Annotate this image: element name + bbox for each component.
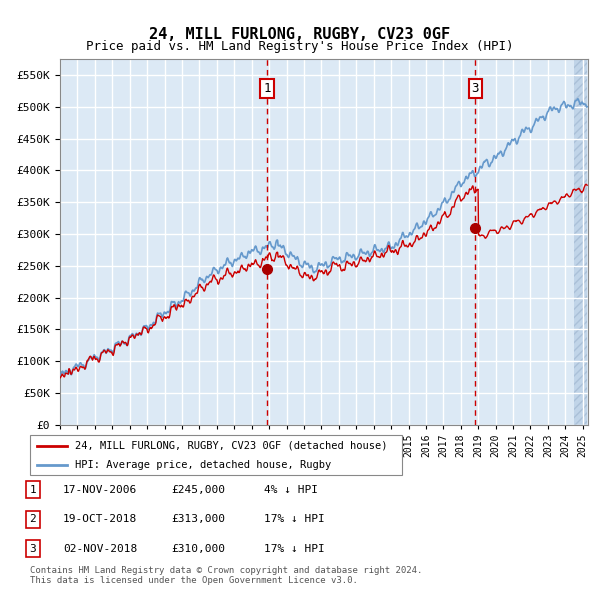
Text: 1: 1 [29, 485, 37, 494]
Text: £313,000: £313,000 [171, 514, 225, 524]
Text: 17% ↓ HPI: 17% ↓ HPI [264, 544, 325, 553]
Text: Contains HM Land Registry data © Crown copyright and database right 2024.
This d: Contains HM Land Registry data © Crown c… [30, 566, 422, 585]
Text: 02-NOV-2018: 02-NOV-2018 [63, 544, 137, 553]
Text: HPI: Average price, detached house, Rugby: HPI: Average price, detached house, Rugb… [74, 460, 331, 470]
Text: £310,000: £310,000 [171, 544, 225, 553]
Text: 4% ↓ HPI: 4% ↓ HPI [264, 485, 318, 494]
Text: 24, MILL FURLONG, RUGBY, CV23 0GF (detached house): 24, MILL FURLONG, RUGBY, CV23 0GF (detac… [74, 441, 387, 451]
Text: 2: 2 [29, 514, 37, 524]
Text: Price paid vs. HM Land Registry's House Price Index (HPI): Price paid vs. HM Land Registry's House … [86, 40, 514, 53]
Text: 24, MILL FURLONG, RUGBY, CV23 0GF: 24, MILL FURLONG, RUGBY, CV23 0GF [149, 27, 451, 41]
Text: 3: 3 [29, 544, 37, 553]
Text: £245,000: £245,000 [171, 485, 225, 494]
FancyBboxPatch shape [30, 435, 402, 475]
Text: 19-OCT-2018: 19-OCT-2018 [63, 514, 137, 524]
Text: 3: 3 [472, 82, 479, 95]
Text: 1: 1 [263, 82, 271, 95]
Text: 17-NOV-2006: 17-NOV-2006 [63, 485, 137, 494]
Text: 17% ↓ HPI: 17% ↓ HPI [264, 514, 325, 524]
